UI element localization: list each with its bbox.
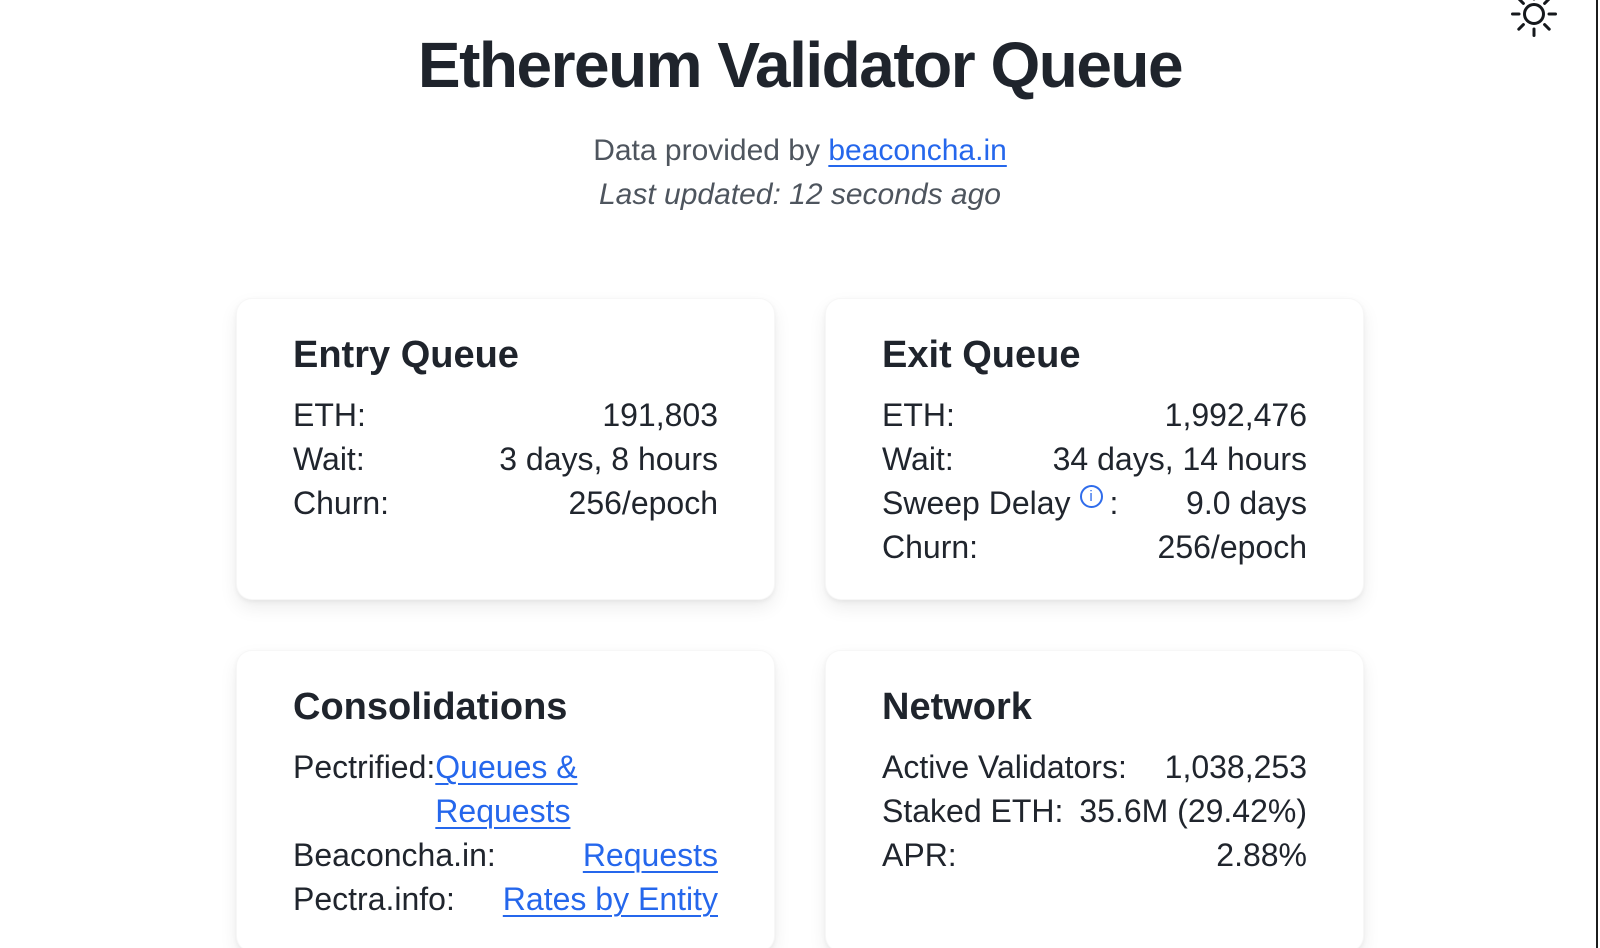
page-header: Ethereum Validator Queue Data provided b… [0, 0, 1600, 216]
exit-churn-value: 256/epoch [1157, 529, 1307, 565]
pectrified-label: Pectrified: [293, 749, 436, 785]
info-icon[interactable] [1079, 485, 1103, 508]
beaconcha-label: Beaconcha.in: [293, 837, 496, 873]
pectra-rates-by-entity-link[interactable]: Rates by Entity [502, 881, 718, 917]
page-title: Ethereum Validator Queue [417, 29, 1184, 101]
network-title: Network [882, 686, 1032, 728]
entry-eth-row: ETH: 191,803 [293, 393, 718, 437]
sun-icon [1510, 0, 1558, 41]
beaconcha-link[interactable]: beaconcha.in [828, 134, 1007, 167]
pectra-info-label: Pectra.info: [293, 881, 455, 917]
staked-eth-label: Staked ETH: [882, 793, 1064, 829]
exit-eth-row: ETH: 1,992,476 [882, 393, 1307, 437]
exit-sweep-delay-label-group: Sweep Delay: [882, 481, 1118, 525]
cards-grid: Entry Queue ETH: 191,803 Wait: 3 days, 8… [236, 298, 1364, 948]
consolidations-card: Consolidations Pectrified: Queues & Requ… [236, 650, 775, 948]
apr-label: APR: [882, 837, 957, 873]
consolidations-pectra-row: Pectra.info: Rates by Entity [293, 877, 718, 921]
consolidations-pectrified-row: Pectrified: Queues & Requests [293, 745, 718, 833]
entry-churn-label: Churn: [293, 485, 390, 521]
exit-sweep-delay-label: Sweep Delay [882, 485, 1071, 521]
network-apr-row: APR: 2.88% [882, 833, 1307, 877]
exit-wait-row: Wait: 34 days, 14 hours [882, 437, 1307, 481]
window-right-edge [1596, 0, 1598, 948]
apr-value: 2.88% [1216, 837, 1307, 873]
exit-eth-value: 1,992,476 [1164, 397, 1307, 433]
exit-sweep-delay-value: 9.0 days [1186, 485, 1307, 521]
entry-churn-value: 256/epoch [568, 485, 718, 521]
exit-sweep-delay-colon: : [1109, 485, 1119, 521]
entry-eth-label: ETH: [293, 397, 366, 433]
beaconcha-requests-link[interactable]: Requests [582, 837, 718, 873]
last-updated-text: Last updated: 12 seconds ago [599, 178, 1001, 211]
network-card: Network Active Validators: 1,038,253 Sta… [825, 650, 1364, 948]
exit-churn-label: Churn: [882, 529, 979, 565]
active-validators-value: 1,038,253 [1164, 749, 1307, 785]
exit-eth-label: ETH: [882, 397, 955, 433]
entry-churn-row: Churn: 256/epoch [293, 481, 718, 525]
exit-queue-card: Exit Queue ETH: 1,992,476 Wait: 34 days,… [825, 298, 1364, 600]
entry-queue-title: Entry Queue [293, 334, 519, 376]
consolidations-title: Consolidations [293, 686, 568, 728]
entry-wait-label: Wait: [293, 441, 365, 477]
exit-queue-title: Exit Queue [882, 334, 1081, 376]
exit-sweep-delay-row: Sweep Delay: 9.0 days [882, 481, 1307, 525]
consolidations-beaconcha-row: Beaconcha.in: Requests [293, 833, 718, 877]
exit-wait-label: Wait: [882, 441, 954, 477]
entry-queue-card: Entry Queue ETH: 191,803 Wait: 3 days, 8… [236, 298, 775, 600]
theme-toggle-button[interactable] [1510, 0, 1558, 38]
active-validators-label: Active Validators: [882, 749, 1127, 785]
pectrified-queues-requests-link[interactable]: Queues & Requests [435, 749, 578, 829]
exit-wait-value: 34 days, 14 hours [1052, 441, 1307, 477]
exit-churn-row: Churn: 256/epoch [882, 525, 1307, 569]
data-source-text: Data provided by [593, 134, 829, 167]
entry-wait-value: 3 days, 8 hours [499, 441, 718, 477]
network-active-validators-row: Active Validators: 1,038,253 [882, 745, 1307, 789]
staked-eth-value: 35.6M (29.42%) [1079, 793, 1307, 829]
entry-wait-row: Wait: 3 days, 8 hours [293, 437, 718, 481]
entry-eth-value: 191,803 [602, 397, 718, 433]
data-source-line: Data provided by beaconcha.in [0, 130, 1600, 172]
network-staked-eth-row: Staked ETH: 35.6M (29.42%) [882, 789, 1307, 833]
